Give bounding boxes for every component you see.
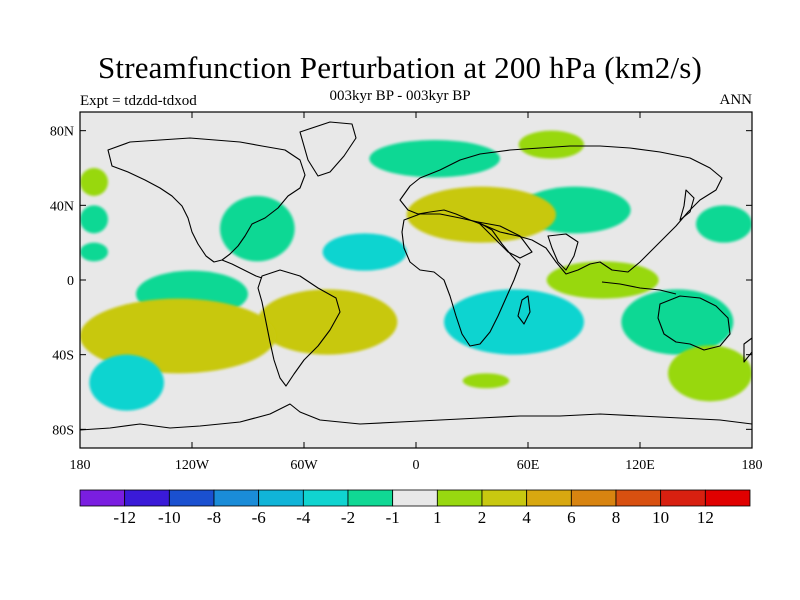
colorbar-swatch-2 bbox=[168, 489, 215, 507]
field-layer bbox=[80, 130, 752, 411]
colorbar-label-1: -10 bbox=[158, 508, 181, 527]
coast-maritime bbox=[601, 281, 677, 295]
field-region-npac-pos bbox=[80, 168, 108, 196]
field-region-siberia-pos bbox=[518, 130, 584, 159]
field-region-so-pos bbox=[668, 345, 752, 402]
coast-central-america bbox=[221, 259, 263, 279]
colorbar-label-8: 2 bbox=[478, 508, 487, 527]
colorbar-label-4: -4 bbox=[296, 508, 311, 527]
colorbar-label-9: 4 bbox=[522, 508, 531, 527]
field-region-npac-neg bbox=[80, 205, 108, 234]
field-region-indian-neg bbox=[444, 289, 584, 355]
colorbar-swatch-12 bbox=[615, 489, 662, 507]
colorbar-swatch-8 bbox=[436, 489, 483, 507]
colorbar-swatch-5 bbox=[302, 489, 349, 507]
coast-south-america bbox=[257, 269, 341, 387]
colorbar-label-10: 6 bbox=[567, 508, 576, 527]
x-tick-label-3: 0 bbox=[413, 458, 420, 473]
colorbar-label-12: 10 bbox=[652, 508, 669, 527]
colorbar-label-13: 12 bbox=[697, 508, 714, 527]
colorbar-label-7: 1 bbox=[433, 508, 442, 527]
coast-greenland bbox=[299, 121, 357, 177]
map-axes: 180 120W 60W 0 60E 120E 180 80N 40N 0 40S 80S bbox=[50, 112, 763, 473]
field-region-eurasia-pos bbox=[406, 186, 556, 243]
colorbar-swatch-7 bbox=[392, 489, 438, 507]
y-tick-label-4: 80S bbox=[52, 423, 74, 438]
field-region-atl-neg bbox=[220, 196, 295, 262]
colorbar-swatch-6 bbox=[347, 489, 394, 507]
colorbar-swatch-10 bbox=[526, 489, 572, 507]
field-region-spac-neg bbox=[89, 354, 164, 411]
colorbar-label-5: -2 bbox=[341, 508, 355, 527]
field-region-spac-pos bbox=[80, 298, 276, 374]
colorbar-swatch-9 bbox=[481, 489, 528, 507]
colorbar-swatch-4 bbox=[258, 489, 304, 507]
colorbar-swatch-13 bbox=[660, 489, 706, 507]
colorbar-swatch-1 bbox=[124, 489, 170, 507]
coastline-layer bbox=[80, 121, 752, 431]
coast-madagascar bbox=[517, 295, 531, 325]
field-region-sam-pos bbox=[257, 289, 398, 355]
x-tick-label-2: 60W bbox=[290, 458, 318, 473]
coast-north-america bbox=[107, 137, 306, 263]
y-tick-label-3: 40S bbox=[52, 349, 74, 364]
colorbar-swatch-14 bbox=[704, 489, 751, 507]
x-tick-label-5: 120E bbox=[625, 458, 655, 473]
coast-arabia bbox=[477, 221, 533, 259]
field-region-wpac-neg bbox=[696, 205, 752, 243]
colorbar-swatch-3 bbox=[213, 489, 260, 507]
map-subtitle: 003kyr BP - 003kyr BP bbox=[329, 88, 471, 104]
colorbar-swatch-0 bbox=[79, 489, 126, 507]
field-region-aus-neg bbox=[621, 289, 734, 355]
season-label: ANN bbox=[719, 92, 753, 108]
coast-japan bbox=[679, 189, 695, 221]
colorbar-label-11: 8 bbox=[612, 508, 621, 527]
experiment-label: Expt = tdzdd-tdxod bbox=[80, 93, 197, 109]
field-region-wpac-neg2 bbox=[80, 242, 108, 262]
colorbar-label-3: -6 bbox=[252, 508, 266, 527]
field-region-arctic-neg bbox=[369, 140, 500, 178]
coast-antarctica bbox=[80, 403, 752, 431]
colorbar-label-2: -8 bbox=[207, 508, 221, 527]
colorbar: -12 -10 -8 -6 -4 -2 -1 1 2 4 6 8 10 12 bbox=[79, 489, 751, 527]
x-tick-label-1: 120W bbox=[175, 458, 210, 473]
y-tick-label-0: 80N bbox=[50, 125, 74, 140]
colorbar-label-6: -1 bbox=[386, 508, 400, 527]
map-title: Streamfunction Perturbation at 200 hPa (… bbox=[97, 50, 703, 85]
field-region-so-pos2 bbox=[462, 373, 510, 389]
x-tick-label-4: 60E bbox=[517, 458, 540, 473]
coast-australia bbox=[657, 295, 731, 351]
y-tick-label-1: 40N bbox=[50, 199, 74, 214]
colorbar-label-0: -12 bbox=[113, 508, 136, 527]
coast-new-zealand bbox=[743, 337, 752, 363]
field-region-atl-neg2 bbox=[322, 233, 407, 271]
colorbar-swatch-11 bbox=[570, 489, 617, 507]
y-tick-label-2: 0 bbox=[67, 274, 74, 289]
x-tick-label-6: 180 bbox=[742, 458, 763, 473]
coast-india bbox=[547, 233, 579, 271]
x-tick-label-0: 180 bbox=[70, 458, 91, 473]
